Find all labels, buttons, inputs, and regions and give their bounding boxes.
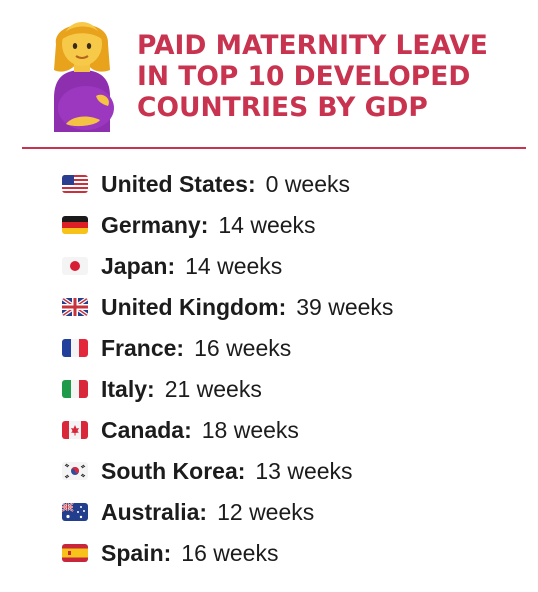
list-item: United States: 0 weeks	[62, 167, 350, 201]
weeks-value: 0 weeks	[265, 170, 351, 197]
country-name: Germany:	[101, 211, 209, 238]
country-name: Italy:	[101, 375, 155, 402]
canada-flag-icon	[62, 421, 88, 439]
germany-flag-icon	[62, 216, 88, 234]
divider	[22, 147, 526, 149]
spain-flag-icon	[62, 544, 88, 562]
weeks-value: 12 weeks	[217, 498, 315, 525]
country-name: United Kingdom:	[101, 293, 287, 320]
country-name: Australia:	[101, 498, 208, 525]
weeks-value: 39 weeks	[296, 293, 394, 320]
weeks-value: 16 weeks	[181, 539, 279, 566]
us-flag-icon	[62, 175, 88, 193]
weeks-value: 13 weeks	[255, 457, 353, 484]
australia-flag-icon	[62, 503, 88, 521]
country-name: France:	[101, 334, 185, 361]
country-name: Spain:	[101, 539, 172, 566]
list-item: France: 16 weeks	[62, 331, 291, 365]
weeks-value: 16 weeks	[194, 334, 292, 361]
weeks-value: 21 weeks	[164, 375, 262, 402]
list-item: Italy: 21 weeks	[62, 372, 262, 406]
country-name: United States:	[101, 170, 256, 197]
list-item: South Korea: 13 weeks	[62, 454, 353, 488]
header: PAID MATERNITY LEAVE IN TOP 10 DEVELOPED…	[0, 0, 538, 140]
south-korea-flag-icon	[62, 462, 88, 480]
list-item: Australia: 12 weeks	[62, 495, 314, 529]
weeks-value: 14 weeks	[218, 211, 316, 238]
list-item: United Kingdom: 39 weeks	[62, 290, 393, 324]
weeks-value: 18 weeks	[201, 416, 299, 443]
japan-flag-icon	[62, 257, 88, 275]
italy-flag-icon	[62, 380, 88, 398]
list-item: Germany: 14 weeks	[62, 208, 316, 242]
list-item: Canada: 18 weeks	[62, 413, 299, 447]
uk-flag-icon	[62, 298, 88, 316]
country-name: Canada:	[101, 416, 192, 443]
pregnant-woman-icon	[54, 22, 114, 132]
list-item: Spain: 16 weeks	[62, 536, 278, 570]
list-item: Japan: 14 weeks	[62, 249, 282, 283]
page-title: PAID MATERNITY LEAVE IN TOP 10 DEVELOPED…	[137, 30, 488, 123]
france-flag-icon	[62, 339, 88, 357]
country-name: South Korea:	[101, 457, 246, 484]
weeks-value: 14 weeks	[185, 252, 283, 279]
country-name: Japan:	[101, 252, 176, 279]
